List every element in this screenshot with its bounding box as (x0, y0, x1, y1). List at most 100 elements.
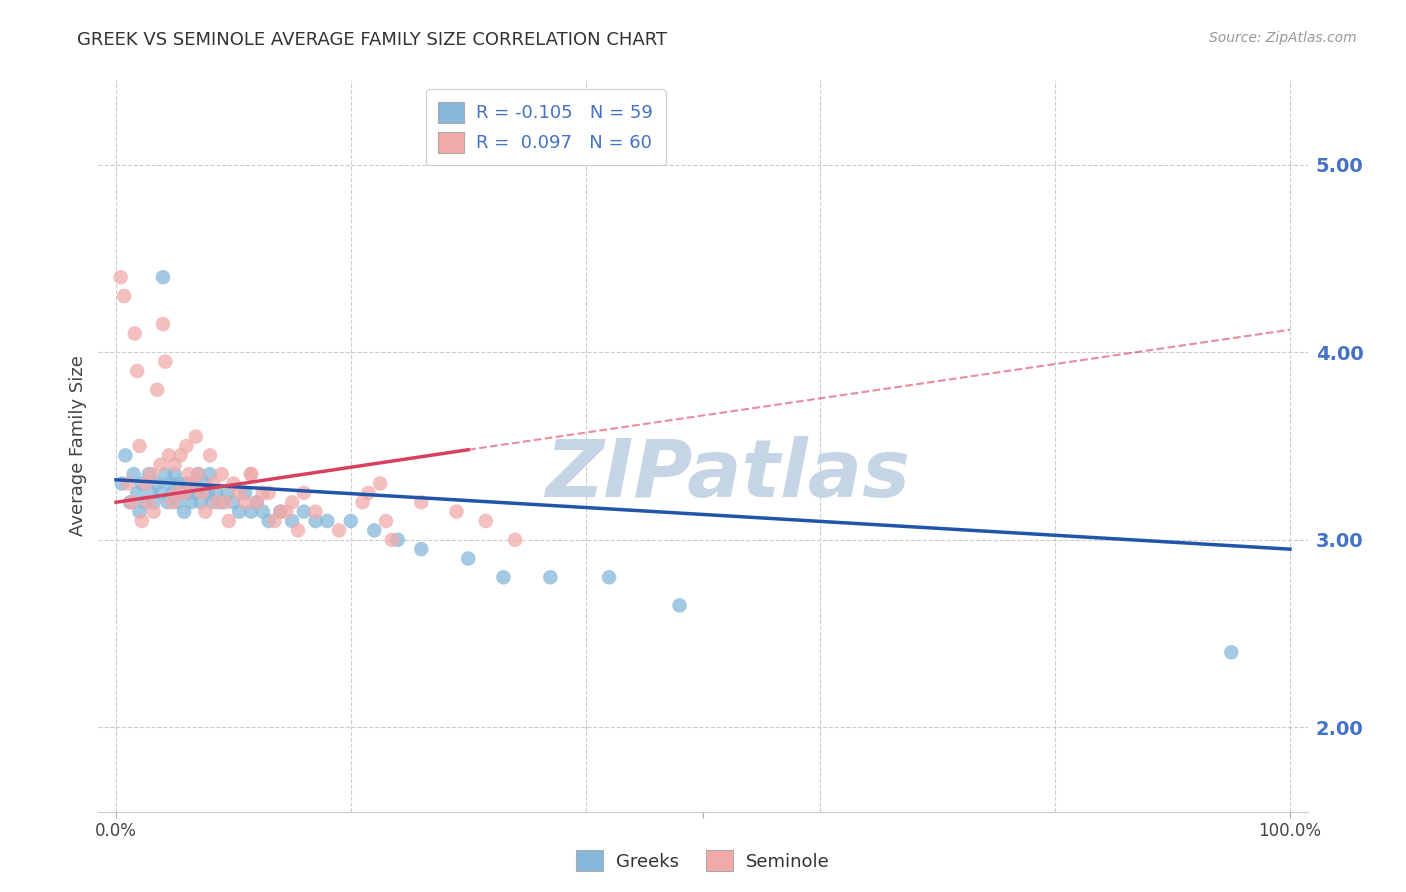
Point (173, 505, 195, 519)
Point (228, 486, 250, 500)
Point (240, 467, 263, 482)
Point (304, 514, 326, 528)
Point (198, 467, 221, 482)
Point (340, 514, 363, 528)
Point (169, 449, 191, 463)
Point (201, 495, 224, 509)
Point (457, 551, 479, 566)
Point (177, 486, 200, 500)
Point (141, 467, 163, 482)
Point (292, 505, 315, 519)
Point (184, 486, 207, 500)
Point (233, 495, 256, 509)
Point (170, 486, 193, 500)
Point (375, 514, 398, 528)
Point (257, 486, 280, 500)
Point (187, 467, 209, 482)
Point (246, 495, 269, 509)
Point (142, 505, 165, 519)
Point (181, 476, 204, 491)
Point (668, 599, 690, 613)
Point (281, 495, 304, 509)
Point (240, 467, 263, 482)
Text: ZIPatlas: ZIPatlas (544, 436, 910, 515)
Point (492, 570, 515, 584)
Point (162, 486, 184, 500)
Point (316, 514, 339, 528)
Point (176, 439, 198, 453)
Point (503, 533, 526, 547)
Point (304, 505, 326, 519)
Point (357, 486, 380, 500)
Point (156, 495, 179, 509)
Point (363, 524, 385, 538)
Point (218, 514, 240, 528)
Point (187, 467, 209, 482)
Point (538, 570, 561, 584)
Point (190, 495, 212, 509)
Point (134, 495, 156, 509)
Point (269, 505, 291, 519)
Point (124, 326, 146, 341)
Point (240, 505, 263, 519)
Point (202, 476, 225, 491)
Point (136, 495, 159, 509)
Point (352, 495, 374, 509)
Text: Source: ZipAtlas.com: Source: ZipAtlas.com (1209, 31, 1357, 45)
Point (475, 514, 498, 528)
Point (163, 458, 186, 472)
Point (146, 383, 169, 397)
Point (214, 495, 236, 509)
Point (131, 476, 153, 491)
Point (117, 476, 139, 491)
Point (131, 514, 153, 528)
Legend: Greeks, Seminole: Greeks, Seminole (569, 843, 837, 879)
Point (142, 495, 165, 509)
Point (114, 449, 136, 463)
Point (120, 495, 142, 509)
Point (411, 495, 433, 509)
Point (281, 514, 304, 528)
Text: GREEK VS SEMINOLE AVERAGE FAMILY SIZE CORRELATION CHART: GREEK VS SEMINOLE AVERAGE FAMILY SIZE CO… (77, 31, 668, 49)
Point (128, 505, 150, 519)
Point (1220, 645, 1243, 659)
Point (233, 486, 256, 500)
Point (257, 514, 280, 528)
Point (328, 524, 350, 538)
Point (184, 429, 207, 443)
Point (205, 495, 228, 509)
Point (180, 495, 202, 509)
Point (177, 467, 200, 482)
Point (176, 476, 198, 491)
Point (263, 514, 285, 528)
Point (183, 476, 205, 491)
Point (197, 486, 219, 500)
Point (162, 495, 184, 509)
Point (152, 317, 174, 331)
Point (155, 467, 177, 482)
Point (193, 476, 215, 491)
Point (198, 449, 221, 463)
Point (166, 495, 188, 509)
Point (110, 270, 132, 285)
Point (157, 449, 180, 463)
Point (222, 495, 245, 509)
Point (411, 542, 433, 557)
Point (222, 476, 245, 491)
Point (112, 289, 135, 303)
Point (122, 467, 145, 482)
Point (149, 458, 172, 472)
Point (146, 476, 169, 491)
Point (141, 486, 163, 500)
Point (166, 486, 188, 500)
Point (155, 354, 177, 368)
Point (204, 486, 226, 500)
Legend: R = -0.105   N = 59, R =  0.097   N = 60: R = -0.105 N = 59, R = 0.097 N = 60 (426, 89, 666, 165)
Y-axis label: Average Family Size: Average Family Size (69, 356, 87, 536)
Point (149, 486, 172, 500)
Point (128, 439, 150, 453)
Point (368, 476, 391, 491)
Point (159, 476, 181, 491)
Point (211, 467, 233, 482)
Point (217, 486, 239, 500)
